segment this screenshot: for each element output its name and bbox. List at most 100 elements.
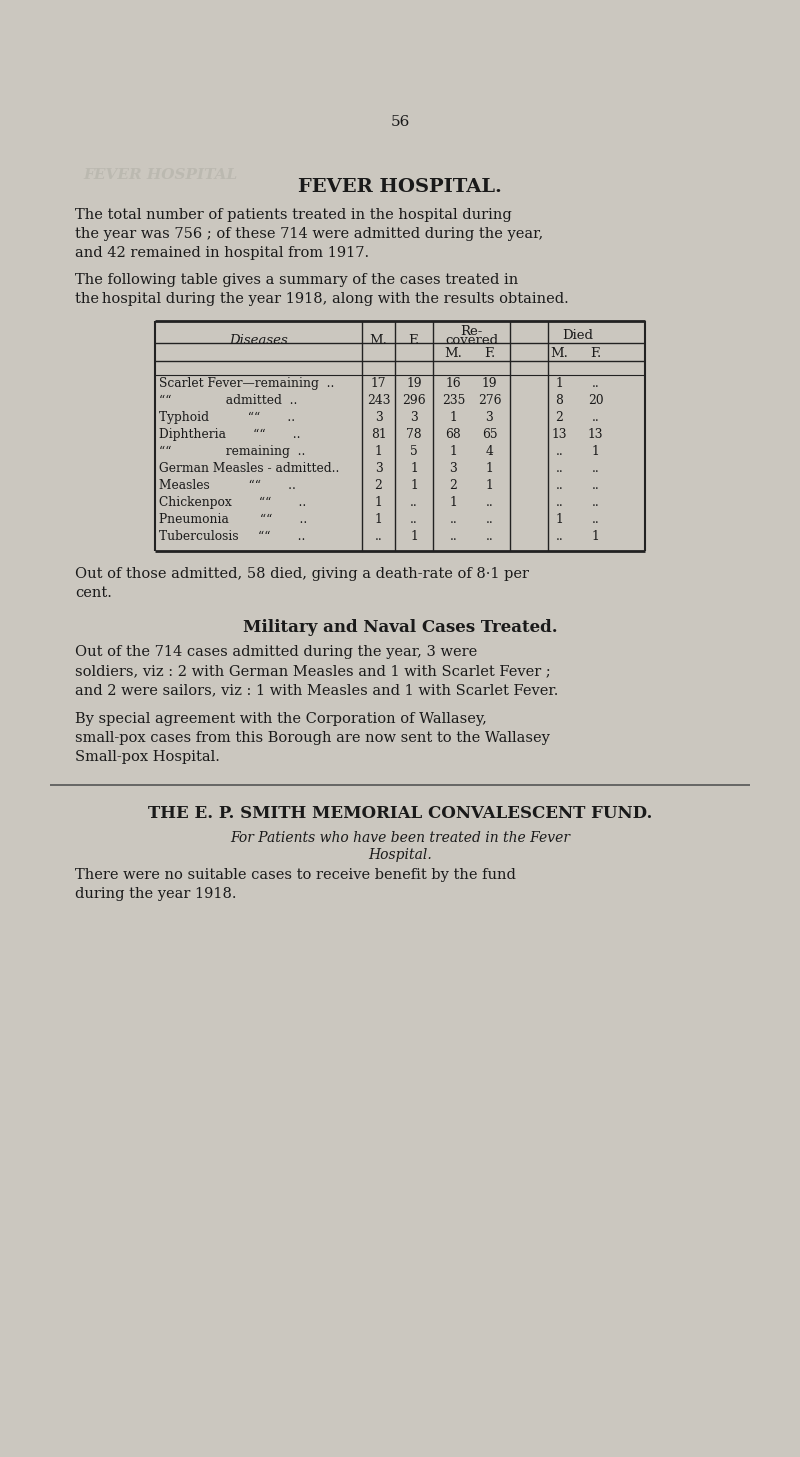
Text: 3: 3 [374, 462, 382, 475]
Text: 3: 3 [374, 411, 382, 424]
Text: ..: .. [450, 513, 458, 526]
Text: 81: 81 [370, 428, 386, 441]
Text: Died: Died [562, 329, 593, 342]
Text: 56: 56 [390, 115, 410, 130]
Text: 1: 1 [410, 462, 418, 475]
Text: The following table gives a summary of the cases treated in: The following table gives a summary of t… [75, 272, 518, 287]
Text: 243: 243 [366, 393, 390, 407]
Text: ..: .. [450, 530, 458, 543]
Text: 1: 1 [410, 479, 418, 492]
Text: M.: M. [445, 347, 462, 360]
Text: ..: .. [556, 462, 563, 475]
Text: FEVER HOSPITAL: FEVER HOSPITAL [83, 168, 237, 182]
Text: The total number of patients treated in the hospital during: The total number of patients treated in … [75, 208, 512, 221]
Text: and 2 were sailors, viz : 1 with Measles and 1 with Scarlet Fever.: and 2 were sailors, viz : 1 with Measles… [75, 683, 558, 696]
Text: ““              remaining  ..: ““ remaining .. [159, 444, 306, 457]
Text: Scarlet Fever—remaining  ..: Scarlet Fever—remaining .. [159, 377, 334, 390]
Text: 2: 2 [374, 479, 382, 492]
Text: 2: 2 [555, 411, 563, 424]
Text: For Patients who have been treated in the Fever: For Patients who have been treated in th… [230, 830, 570, 845]
Text: F.: F. [484, 347, 495, 360]
Text: ..: .. [486, 513, 494, 526]
Text: 1: 1 [410, 530, 418, 543]
Text: M.: M. [370, 335, 387, 348]
Text: ..: .. [592, 495, 599, 508]
Text: 17: 17 [370, 377, 386, 390]
Text: ..: .. [556, 530, 563, 543]
Text: 276: 276 [478, 393, 502, 407]
Text: ..: .. [592, 462, 599, 475]
Text: 3: 3 [410, 411, 418, 424]
Text: 2: 2 [450, 479, 458, 492]
Text: ..: .. [592, 411, 599, 424]
Text: soldiers, viz : 2 with German Measles and 1 with Scarlet Fever ;: soldiers, viz : 2 with German Measles an… [75, 664, 550, 678]
Text: 8: 8 [555, 393, 563, 407]
Text: the year was 756 ; of these 714 were admitted during the year,: the year was 756 ; of these 714 were adm… [75, 227, 543, 240]
Text: ..: .. [556, 479, 563, 492]
Text: and 42 remained in hospital from 1917.: and 42 remained in hospital from 1917. [75, 246, 369, 259]
Text: Pneumonia        ““       ..: Pneumonia ““ .. [159, 513, 307, 526]
Text: ..: .. [556, 495, 563, 508]
Text: ..: .. [374, 530, 382, 543]
Text: ..: .. [592, 377, 599, 390]
Text: Tuberculosis     ““       ..: Tuberculosis ““ .. [159, 530, 306, 543]
Text: 1: 1 [486, 479, 494, 492]
Text: 1: 1 [374, 495, 382, 508]
Text: 1: 1 [592, 530, 599, 543]
Text: THE E. P. SMITH MEMORIAL CONVALESCENT FUND.: THE E. P. SMITH MEMORIAL CONVALESCENT FU… [148, 806, 652, 822]
Text: Measles          ““       ..: Measles ““ .. [159, 479, 296, 492]
Text: Diseases: Diseases [229, 335, 288, 348]
Text: 1: 1 [486, 462, 494, 475]
Text: ..: .. [592, 513, 599, 526]
Text: German Measles - admitted..: German Measles - admitted.. [159, 462, 339, 475]
Text: 296: 296 [402, 393, 426, 407]
Text: 3: 3 [486, 411, 494, 424]
Text: ..: .. [410, 513, 418, 526]
Text: ..: .. [486, 495, 494, 508]
Text: F.: F. [590, 347, 601, 360]
Text: 5: 5 [410, 444, 418, 457]
Text: Military and Naval Cases Treated.: Military and Naval Cases Treated. [242, 619, 558, 637]
Text: 235: 235 [442, 393, 465, 407]
Text: 13: 13 [588, 428, 603, 441]
Text: Small-pox Hospital.: Small-pox Hospital. [75, 750, 220, 763]
Text: small-pox cases from this Borough are now sent to the Wallasey: small-pox cases from this Borough are no… [75, 731, 550, 745]
Text: F.: F. [408, 335, 420, 348]
Text: 1: 1 [592, 444, 599, 457]
Text: 4: 4 [486, 444, 494, 457]
Text: 20: 20 [588, 393, 603, 407]
Text: M.: M. [550, 347, 569, 360]
Text: 13: 13 [552, 428, 567, 441]
Text: 19: 19 [482, 377, 498, 390]
Text: 1: 1 [556, 377, 563, 390]
Text: 3: 3 [450, 462, 458, 475]
Text: the hospital during the year 1918, along with the results obtained.: the hospital during the year 1918, along… [75, 291, 569, 306]
Text: 16: 16 [446, 377, 462, 390]
Text: Diphtheria       ““       ..: Diphtheria ““ .. [159, 428, 301, 441]
Text: There were no suitable cases to receive benefit by the fund: There were no suitable cases to receive … [75, 868, 516, 881]
Text: 19: 19 [406, 377, 422, 390]
Text: 65: 65 [482, 428, 498, 441]
Text: ““              admitted  ..: ““ admitted .. [159, 393, 298, 407]
Text: ..: .. [410, 495, 418, 508]
Text: 1: 1 [374, 513, 382, 526]
Text: during the year 1918.: during the year 1918. [75, 887, 237, 900]
Text: 1: 1 [556, 513, 563, 526]
Text: By special agreement with the Corporation of Wallasey,: By special agreement with the Corporatio… [75, 712, 487, 726]
Text: 68: 68 [446, 428, 462, 441]
Text: Out of the 714 cases admitted during the year, 3 were: Out of the 714 cases admitted during the… [75, 645, 478, 659]
Text: 78: 78 [406, 428, 422, 441]
Text: 1: 1 [450, 411, 458, 424]
Text: 1: 1 [450, 444, 458, 457]
Text: Re-: Re- [460, 325, 482, 338]
Text: Chickenpox       ““       ..: Chickenpox ““ .. [159, 495, 306, 508]
Text: Out of those admitted, 58 died, giving a death-rate of 8·1 per: Out of those admitted, 58 died, giving a… [75, 567, 529, 581]
Text: ..: .. [592, 479, 599, 492]
Text: covered: covered [445, 334, 498, 347]
Text: Hospital.: Hospital. [368, 848, 432, 863]
Text: Typhoid          ““       ..: Typhoid ““ .. [159, 411, 295, 424]
Text: ..: .. [486, 530, 494, 543]
Text: 1: 1 [450, 495, 458, 508]
Text: cent.: cent. [75, 586, 112, 600]
Text: 1: 1 [374, 444, 382, 457]
